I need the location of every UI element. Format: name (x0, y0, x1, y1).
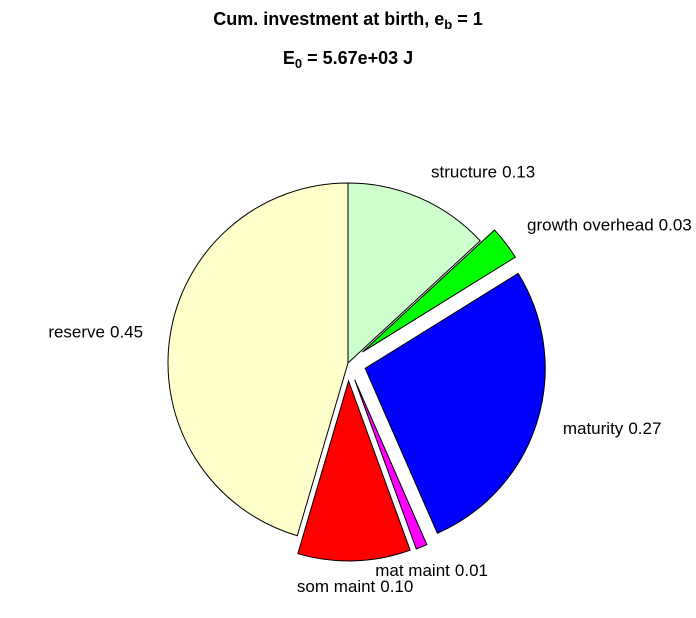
slice-name: structure (431, 163, 497, 182)
pie-slice (297, 379, 411, 562)
slice-label: maturity 0.27 (563, 419, 662, 438)
pie-slice (354, 379, 428, 550)
pie-slice (347, 182, 481, 365)
slice-value: 0.13 (502, 163, 535, 182)
slice-label: mat maint 0.01 (375, 561, 488, 580)
slice-name: maturity (563, 419, 624, 438)
slice-name: growth overhead (527, 216, 654, 235)
slice-name: reserve (48, 323, 105, 342)
pie-slice (167, 182, 349, 537)
slice-value: 0.01 (455, 561, 488, 580)
slice-label: som maint 0.10 (297, 577, 414, 596)
pie-slice (364, 272, 546, 534)
slice-label: structure 0.13 (431, 163, 535, 182)
subtitle-text: = 5.67e+03 J (302, 48, 413, 68)
slice-label: growth overhead 0.03 (527, 216, 692, 235)
pie-slice (361, 229, 516, 353)
title-subscript: b (444, 17, 452, 32)
slice-name: som maint (297, 577, 376, 596)
slice-name: mat maint (375, 561, 450, 580)
slice-value: 0.03 (659, 216, 692, 235)
title-text: Cum. investment at birth, e (213, 9, 444, 29)
chart-subtitle: E0 = 5.67e+03 J (283, 48, 413, 72)
slice-label: reserve 0.45 (48, 323, 143, 342)
slice-value: 0.45 (110, 323, 143, 342)
subtitle-text: E (283, 48, 295, 68)
title-text: = 1 (452, 9, 483, 29)
subtitle-subscript: 0 (295, 56, 302, 71)
slice-value: 0.27 (628, 419, 661, 438)
chart-title: Cum. investment at birth, eb = 1 (213, 9, 483, 33)
slice-value: 0.10 (380, 577, 413, 596)
